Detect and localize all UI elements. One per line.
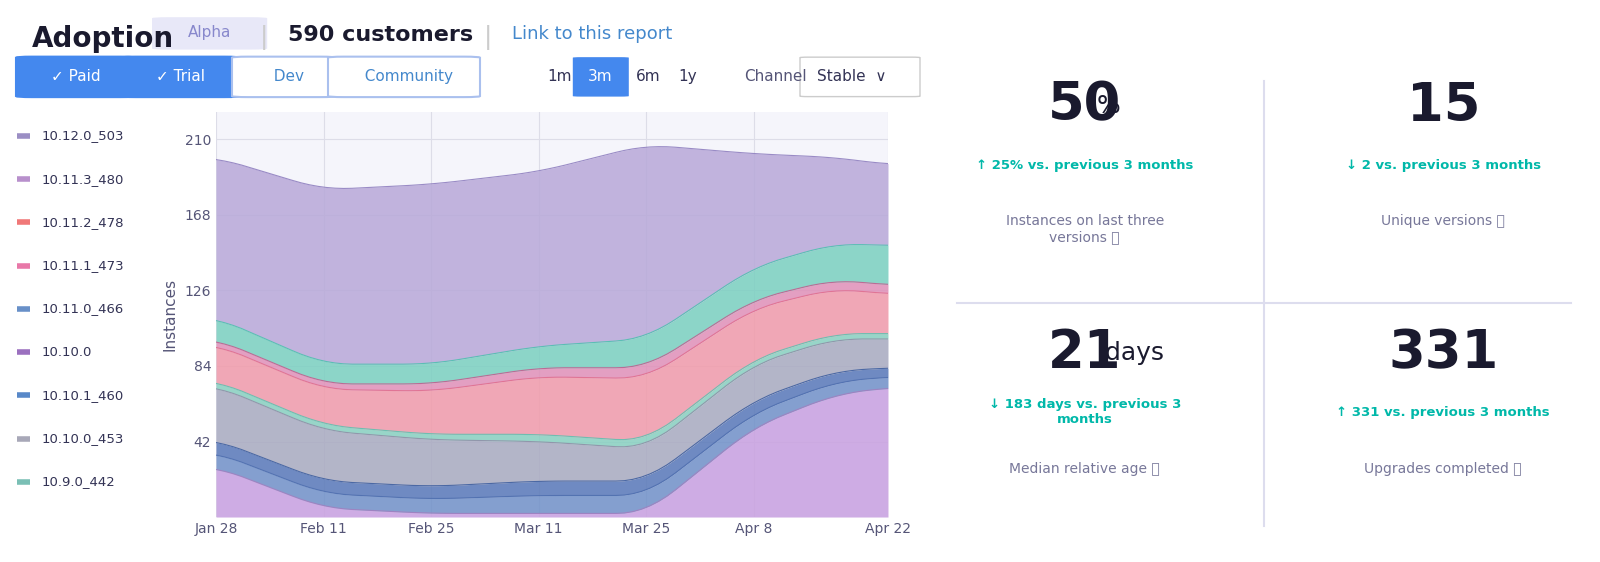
Text: 331: 331: [1389, 327, 1498, 379]
Text: 1m: 1m: [547, 69, 573, 84]
FancyBboxPatch shape: [120, 57, 240, 97]
Text: ↑ 25% vs. previous 3 months: ↑ 25% vs. previous 3 months: [976, 158, 1194, 171]
FancyBboxPatch shape: [328, 57, 480, 97]
Text: |: |: [259, 25, 269, 50]
Text: days: days: [1098, 341, 1163, 365]
FancyBboxPatch shape: [16, 57, 136, 97]
Text: ↓ 2 vs. previous 3 months: ↓ 2 vs. previous 3 months: [1346, 158, 1541, 171]
Text: 10.9.0_442: 10.9.0_442: [42, 475, 115, 488]
FancyBboxPatch shape: [573, 57, 629, 97]
Text: 10.12.0_503: 10.12.0_503: [42, 129, 123, 142]
Text: ↓ 183 days vs. previous 3
months: ↓ 183 days vs. previous 3 months: [989, 398, 1181, 427]
Text: Link to this report: Link to this report: [512, 25, 672, 43]
Text: Unique versions ⓘ: Unique versions ⓘ: [1381, 215, 1506, 229]
Text: 3m: 3m: [587, 69, 613, 84]
Text: 10.10.0: 10.10.0: [42, 346, 91, 359]
Text: 10.11.0_466: 10.11.0_466: [42, 302, 123, 315]
Text: 10.10.1_460: 10.10.1_460: [42, 389, 123, 402]
Text: 10.11.1_473: 10.11.1_473: [42, 259, 123, 272]
Text: 10.10.0_453: 10.10.0_453: [42, 432, 123, 445]
Text: Adoption: Adoption: [32, 25, 174, 53]
Text: 10.11.3_480: 10.11.3_480: [42, 173, 123, 185]
Text: 21: 21: [1048, 327, 1122, 379]
Text: Alpha: Alpha: [187, 25, 232, 40]
Text: 10.11.2_478: 10.11.2_478: [42, 216, 123, 229]
Text: 50: 50: [1048, 80, 1122, 132]
Text: 590 customers: 590 customers: [288, 25, 474, 46]
FancyBboxPatch shape: [152, 17, 267, 49]
Text: 15: 15: [1406, 80, 1480, 132]
Text: |: |: [483, 25, 493, 50]
Text: Dev: Dev: [264, 69, 304, 84]
Text: ✓ Trial: ✓ Trial: [155, 69, 205, 84]
Text: ✓ Paid: ✓ Paid: [51, 69, 101, 84]
Text: Instances on last three
versions ⓘ: Instances on last three versions ⓘ: [1006, 215, 1163, 244]
Text: Stable  ∨: Stable ∨: [818, 69, 886, 84]
Text: ↑ 331 vs. previous 3 months: ↑ 331 vs. previous 3 months: [1336, 406, 1550, 419]
FancyBboxPatch shape: [232, 57, 336, 97]
Text: Upgrades completed ⓘ: Upgrades completed ⓘ: [1365, 462, 1522, 476]
Text: Median relative age ⓘ: Median relative age ⓘ: [1010, 462, 1160, 476]
FancyBboxPatch shape: [800, 57, 920, 97]
Text: %: %: [1098, 94, 1120, 117]
Y-axis label: Instances: Instances: [163, 278, 178, 351]
Text: Channel: Channel: [744, 69, 806, 84]
Text: 6m: 6m: [635, 69, 661, 84]
Text: Community: Community: [355, 69, 453, 84]
Text: 1y: 1y: [678, 69, 698, 84]
